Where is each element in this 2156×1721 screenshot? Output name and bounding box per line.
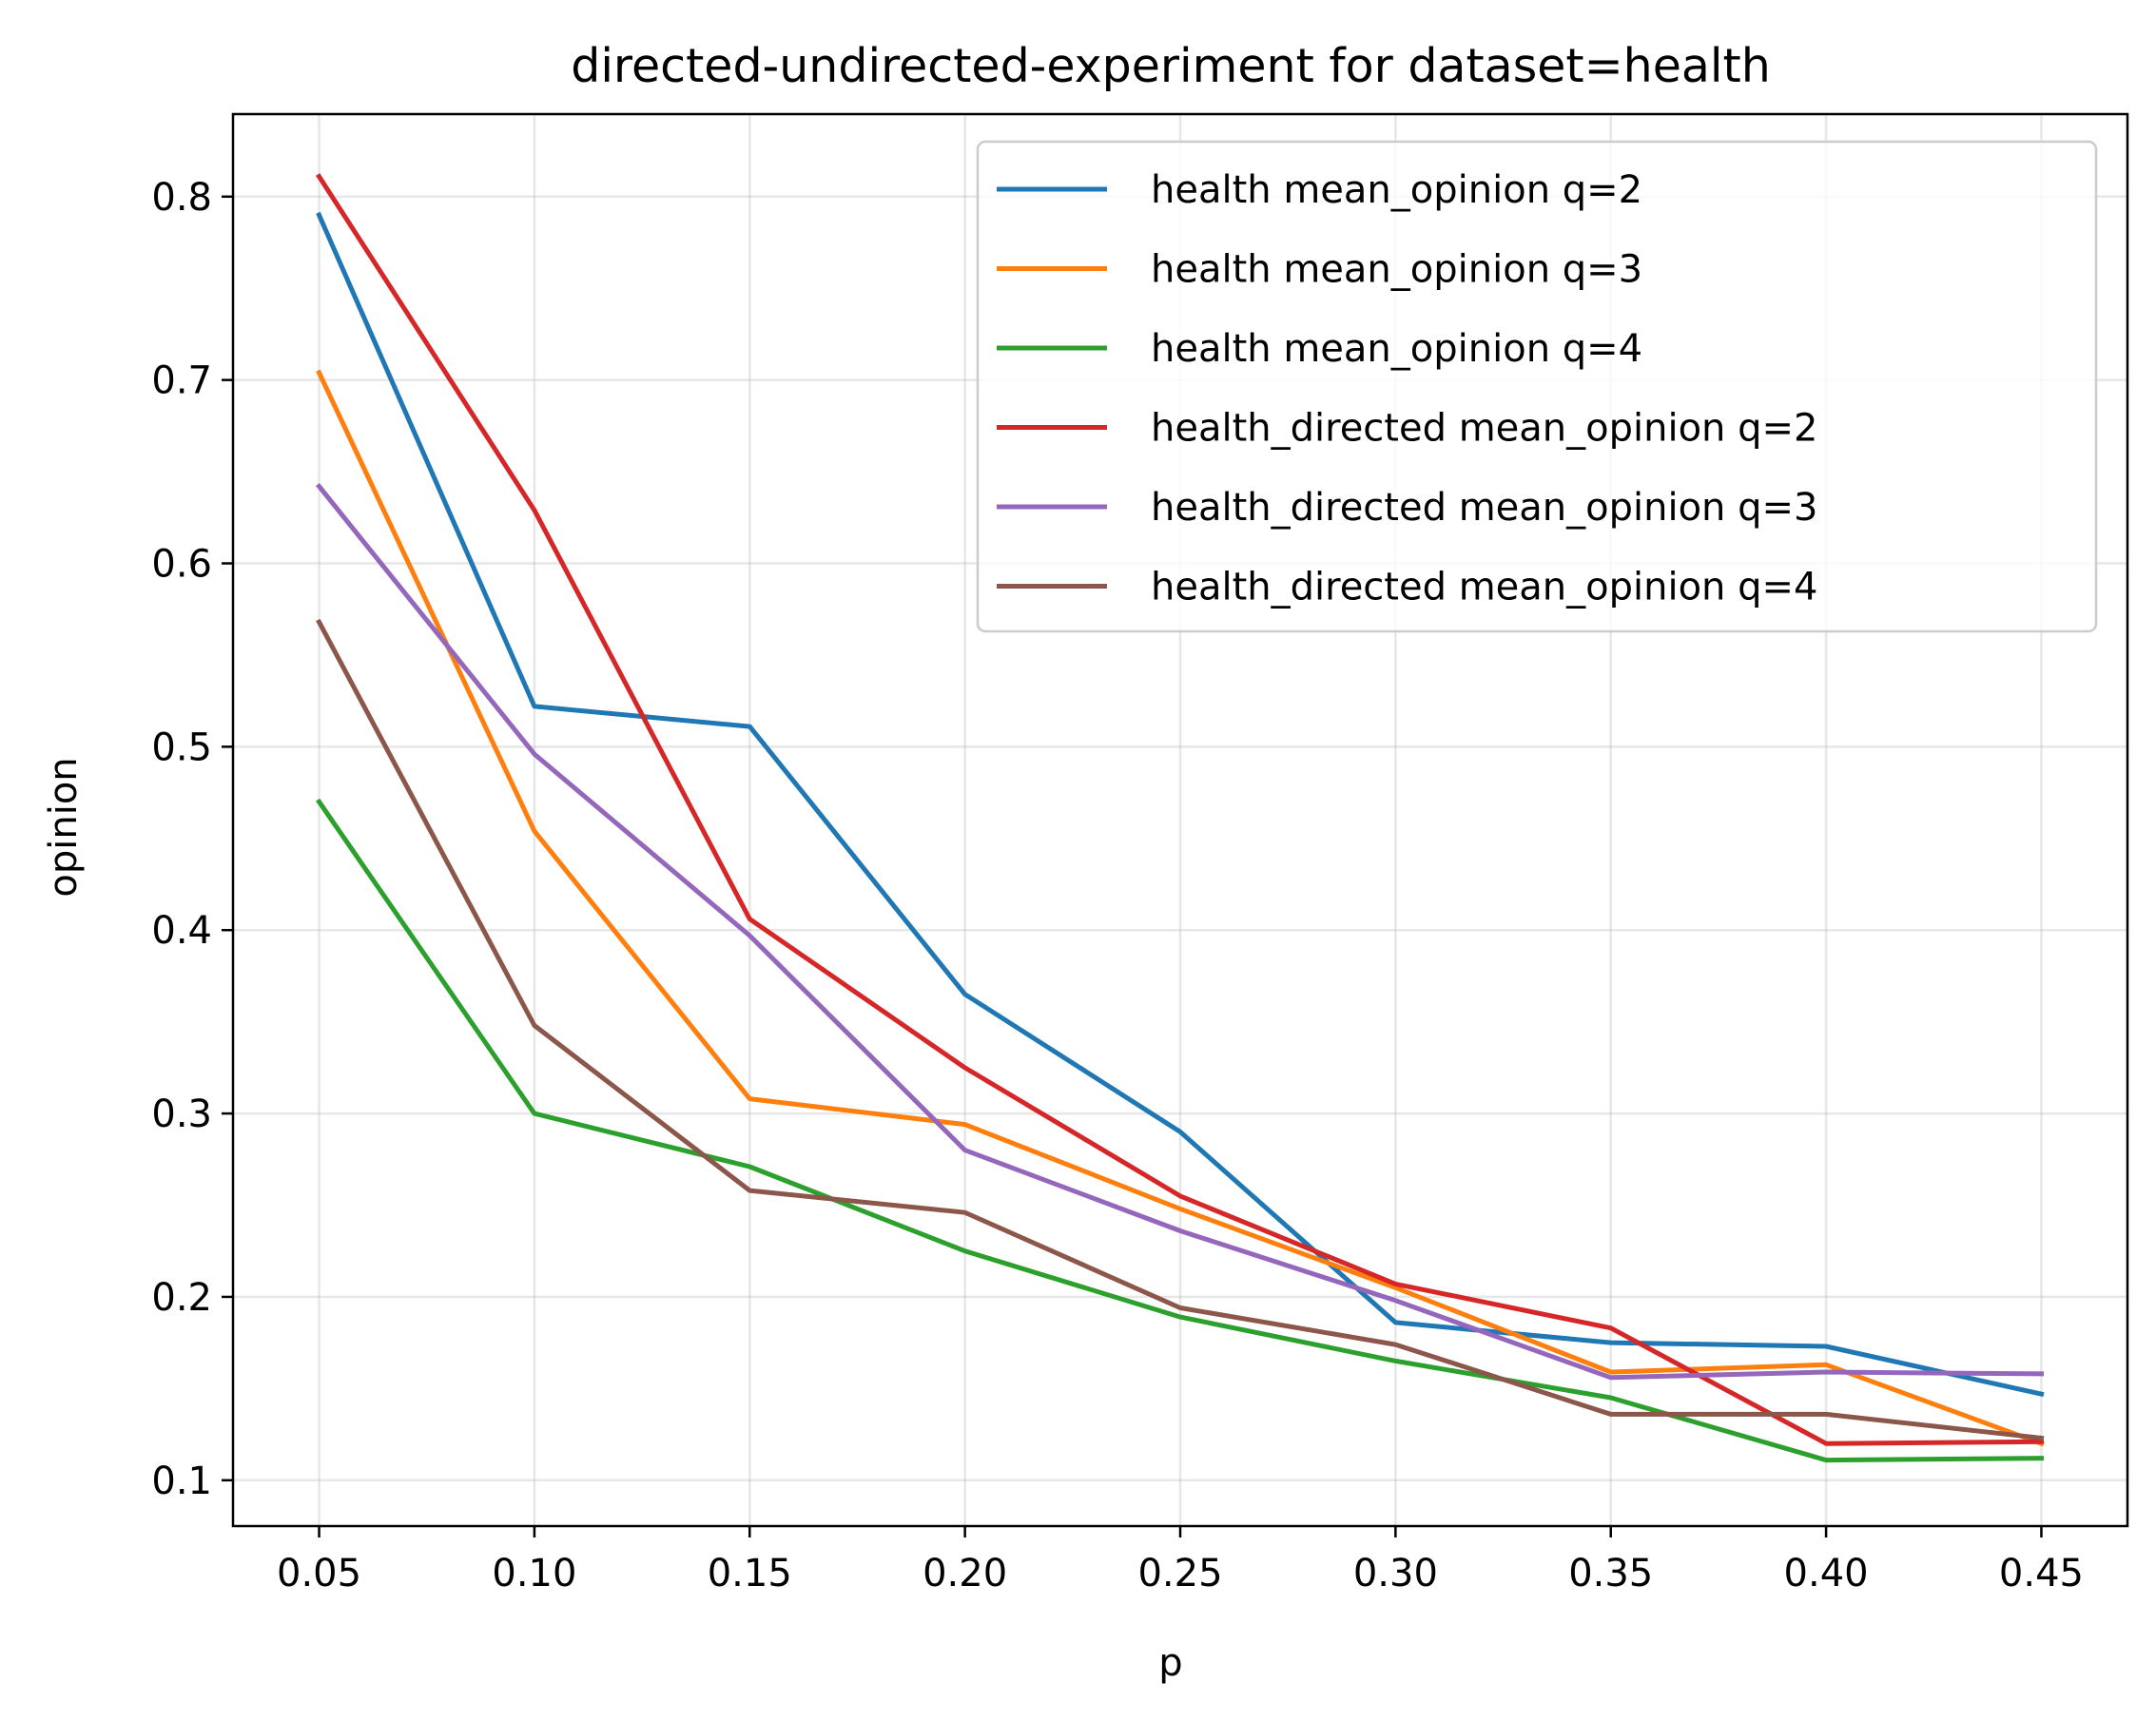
series-line-6 xyxy=(316,618,2045,1441)
series-line-3 xyxy=(316,798,2045,1463)
series-line-5 xyxy=(315,482,2045,1381)
x-tick-label: 0.30 xyxy=(1353,1552,1438,1595)
legend-label: health mean_opinion q=4 xyxy=(1151,327,1642,371)
series-line-1 xyxy=(316,211,2045,1398)
series-line-4 xyxy=(316,173,2045,1446)
x-tick-label: 0.10 xyxy=(492,1552,576,1595)
y-axis-label: opinion xyxy=(42,757,86,897)
legend: health mean_opinion q=2 health mean_opini… xyxy=(976,140,2098,633)
x-tick-label: 0.20 xyxy=(923,1552,1007,1595)
legend-label: health_directed mean_opinion q=3 xyxy=(1151,486,1817,530)
y-tick-label: 0.1 xyxy=(151,1460,212,1503)
y-tick-label: 0.6 xyxy=(151,543,212,587)
y-tick-label: 0.3 xyxy=(151,1093,212,1136)
x-axis-ticks: 0.05 0.10 0.15 0.20 0.25 0.30 0.35 0.40 0.45 xyxy=(277,1526,2084,1595)
series-layer xyxy=(315,173,2045,1463)
legend-label: health mean_opinion q=3 xyxy=(1151,248,1642,292)
series-line-2 xyxy=(316,369,2045,1447)
x-tick-label: 0.35 xyxy=(1568,1552,1653,1595)
legend-box xyxy=(976,140,2098,633)
y-tick-label: 0.4 xyxy=(151,909,212,953)
y-tick-label: 0.7 xyxy=(151,359,212,403)
legend-label: health_directed mean_opinion q=2 xyxy=(1151,407,1817,451)
x-tick-label: 0.40 xyxy=(1784,1552,1869,1595)
y-tick-label: 0.5 xyxy=(151,725,212,769)
x-tick-label: 0.15 xyxy=(708,1552,792,1595)
legend-label: health mean_opinion q=2 xyxy=(1151,168,1642,212)
x-tick-label: 0.25 xyxy=(1137,1552,1222,1595)
y-tick-label: 0.2 xyxy=(151,1276,212,1320)
x-axis-label: p xyxy=(1158,1641,1182,1685)
y-axis-ticks: 0.1 0.2 0.3 0.4 0.5 0.6 0.7 0.8 xyxy=(151,176,233,1503)
chart-title: directed-undirected-experiment for datas… xyxy=(571,39,1771,93)
x-tick-label: 0.45 xyxy=(1999,1552,2084,1595)
y-tick-label: 0.8 xyxy=(151,176,212,220)
legend-label: health_directed mean_opinion q=4 xyxy=(1151,566,1817,609)
x-tick-label: 0.05 xyxy=(277,1552,361,1595)
